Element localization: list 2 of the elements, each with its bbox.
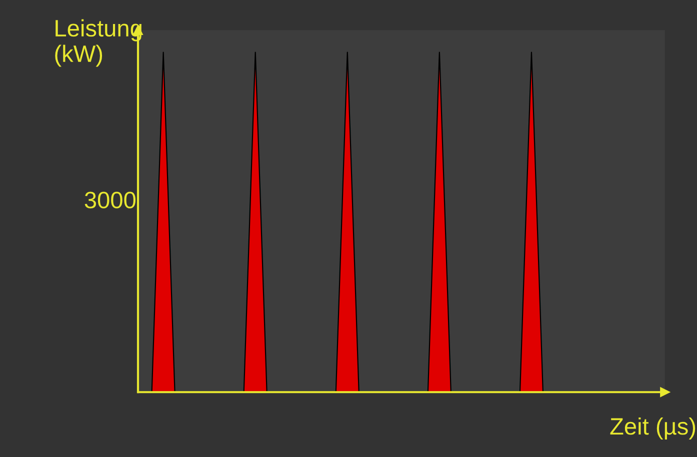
text: 3000: [84, 192, 136, 208]
x-axis-title: Zeit (µs): [610, 417, 696, 440]
